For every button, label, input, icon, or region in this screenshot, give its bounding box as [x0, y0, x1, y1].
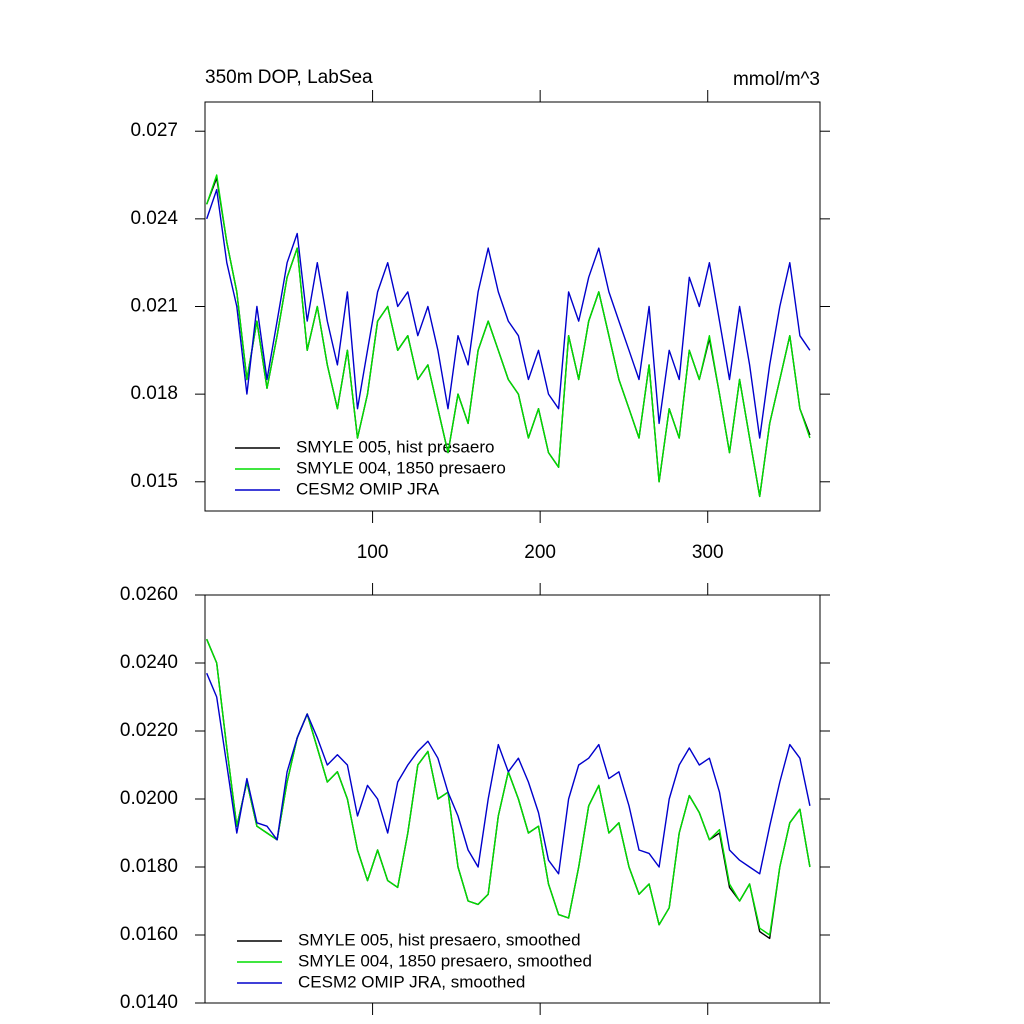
legend-label: SMYLE 005, hist presaero: [296, 437, 494, 456]
y-tick-label: 0.015: [130, 471, 178, 492]
y-tick-label: 0.0160: [120, 924, 178, 945]
y-tick-label: 0.0180: [120, 856, 178, 877]
y-tick-label: 0.0260: [120, 584, 178, 605]
series-line: [206, 672, 811, 875]
y-tick-label: 0.027: [130, 120, 178, 141]
legend-label: SMYLE 004, 1850 presaero, smoothed: [298, 951, 592, 970]
y-tick-label: 0.021: [130, 296, 178, 317]
x-tick-label: 300: [692, 542, 724, 563]
y-tick-label: 0.0240: [120, 652, 178, 673]
legend-label: SMYLE 005, hist presaero, smoothed: [298, 930, 581, 949]
y-tick-label: 0.0200: [120, 788, 178, 809]
units-label: mmol/m^3: [733, 69, 820, 90]
legend-label: CESM2 OMIP JRA, smoothed: [298, 972, 525, 991]
legend-label: CESM2 OMIP JRA: [296, 479, 440, 498]
series-line: [206, 174, 811, 498]
y-tick-label: 0.024: [130, 208, 178, 229]
series-line: [206, 638, 811, 940]
y-tick-label: 0.0220: [120, 720, 178, 741]
y-tick-label: 0.018: [130, 383, 178, 404]
chart-title: 350m DOP, LabSea: [205, 67, 373, 88]
x-tick-label: 200: [524, 542, 556, 563]
series-line: [206, 638, 811, 936]
x-tick-label: 100: [357, 542, 389, 563]
series-line: [206, 188, 811, 439]
legend-label: SMYLE 004, 1850 presaero: [296, 458, 506, 477]
y-tick-label: 0.0140: [120, 992, 178, 1013]
